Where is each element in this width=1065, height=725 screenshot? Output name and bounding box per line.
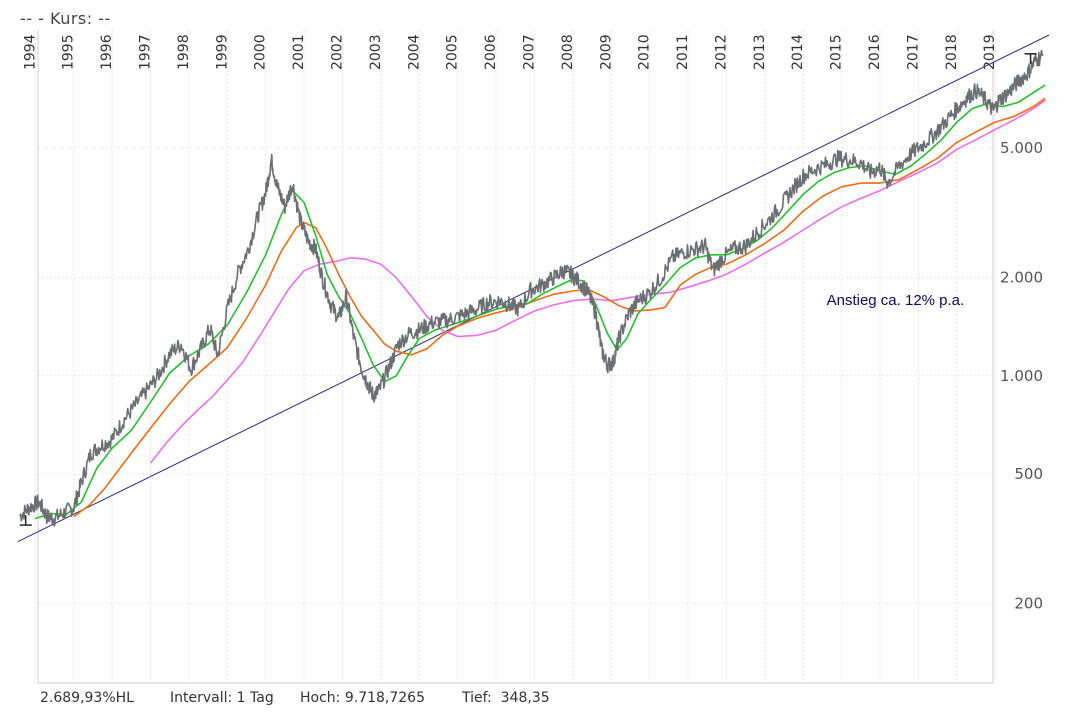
x-tick-label-1997: 1997: [137, 34, 153, 70]
y-axis-ticks: 5.000 2.000 1.000 500 200: [1000, 139, 1043, 613]
footer-high: Hoch: 9.718,7265: [300, 690, 425, 706]
x-tick-label-2016: 2016: [867, 34, 883, 70]
x-tick-label-1995: 1995: [61, 34, 77, 70]
x-tick-label-1996: 1996: [99, 34, 115, 70]
x-tick-label-2013: 2013: [752, 34, 768, 70]
x-tick-label-2002: 2002: [329, 34, 345, 70]
footer-interval: Intervall: 1 Tag: [170, 690, 274, 706]
footer-performance: 2.689,93%HL: [40, 690, 134, 706]
y-tick-label-500: 500: [1014, 465, 1043, 483]
annotation-layer: Anstieg ca. 12% p.a.: [827, 292, 965, 309]
x-tick-label-2003: 2003: [368, 34, 384, 70]
x-tick-label-1999: 1999: [214, 34, 230, 70]
series-line-kurs: [19, 49, 1044, 527]
x-tick-label-2014: 2014: [790, 34, 806, 70]
x-tick-label-2000: 2000: [253, 34, 269, 70]
x-tick-label-2019: 2019: [982, 34, 998, 70]
annotation-text-0: Anstieg ca. 12% p.a.: [827, 292, 965, 309]
x-tick-label-2012: 2012: [713, 34, 729, 70]
marker-layer: [19, 53, 1037, 526]
x-tick-label-2008: 2008: [560, 34, 576, 70]
x-tick-label-2004: 2004: [406, 34, 422, 70]
x-tick-label-2015: 2015: [829, 34, 845, 70]
x-tick-label-1994: 1994: [22, 34, 38, 70]
chart-header-title: -- - Kurs: --: [20, 9, 111, 28]
grid: [34, 30, 996, 684]
x-tick-label-2010: 2010: [637, 34, 653, 70]
x-axis-ticks: 1994 1995 1996 1997 1998 1999 2000 2001 2002 2003…: [22, 34, 998, 70]
footer-low: Tief: 348,35: [462, 690, 550, 706]
x-tick-label-2007: 2007: [521, 34, 537, 70]
x-tick-label-2005: 2005: [445, 34, 461, 70]
x-tick-label-2006: 2006: [483, 34, 499, 70]
series-layer: [17, 34, 1050, 543]
y-tick-label-2000: 2.000: [1000, 269, 1043, 287]
y-tick-label-200: 200: [1014, 595, 1043, 613]
y-tick-label-1000: 1.000: [1000, 367, 1043, 385]
x-tick-label-1998: 1998: [176, 34, 192, 70]
y-tick-label-5000: 5.000: [1000, 139, 1043, 157]
series-line-gd-fast: [35, 84, 1046, 520]
x-tick-label-2001: 2001: [291, 34, 307, 70]
x-tick-label-2009: 2009: [598, 34, 614, 70]
x-tick-label-2011: 2011: [675, 34, 691, 70]
x-tick-label-2018: 2018: [944, 34, 960, 70]
x-tick-label-2017: 2017: [905, 34, 921, 70]
